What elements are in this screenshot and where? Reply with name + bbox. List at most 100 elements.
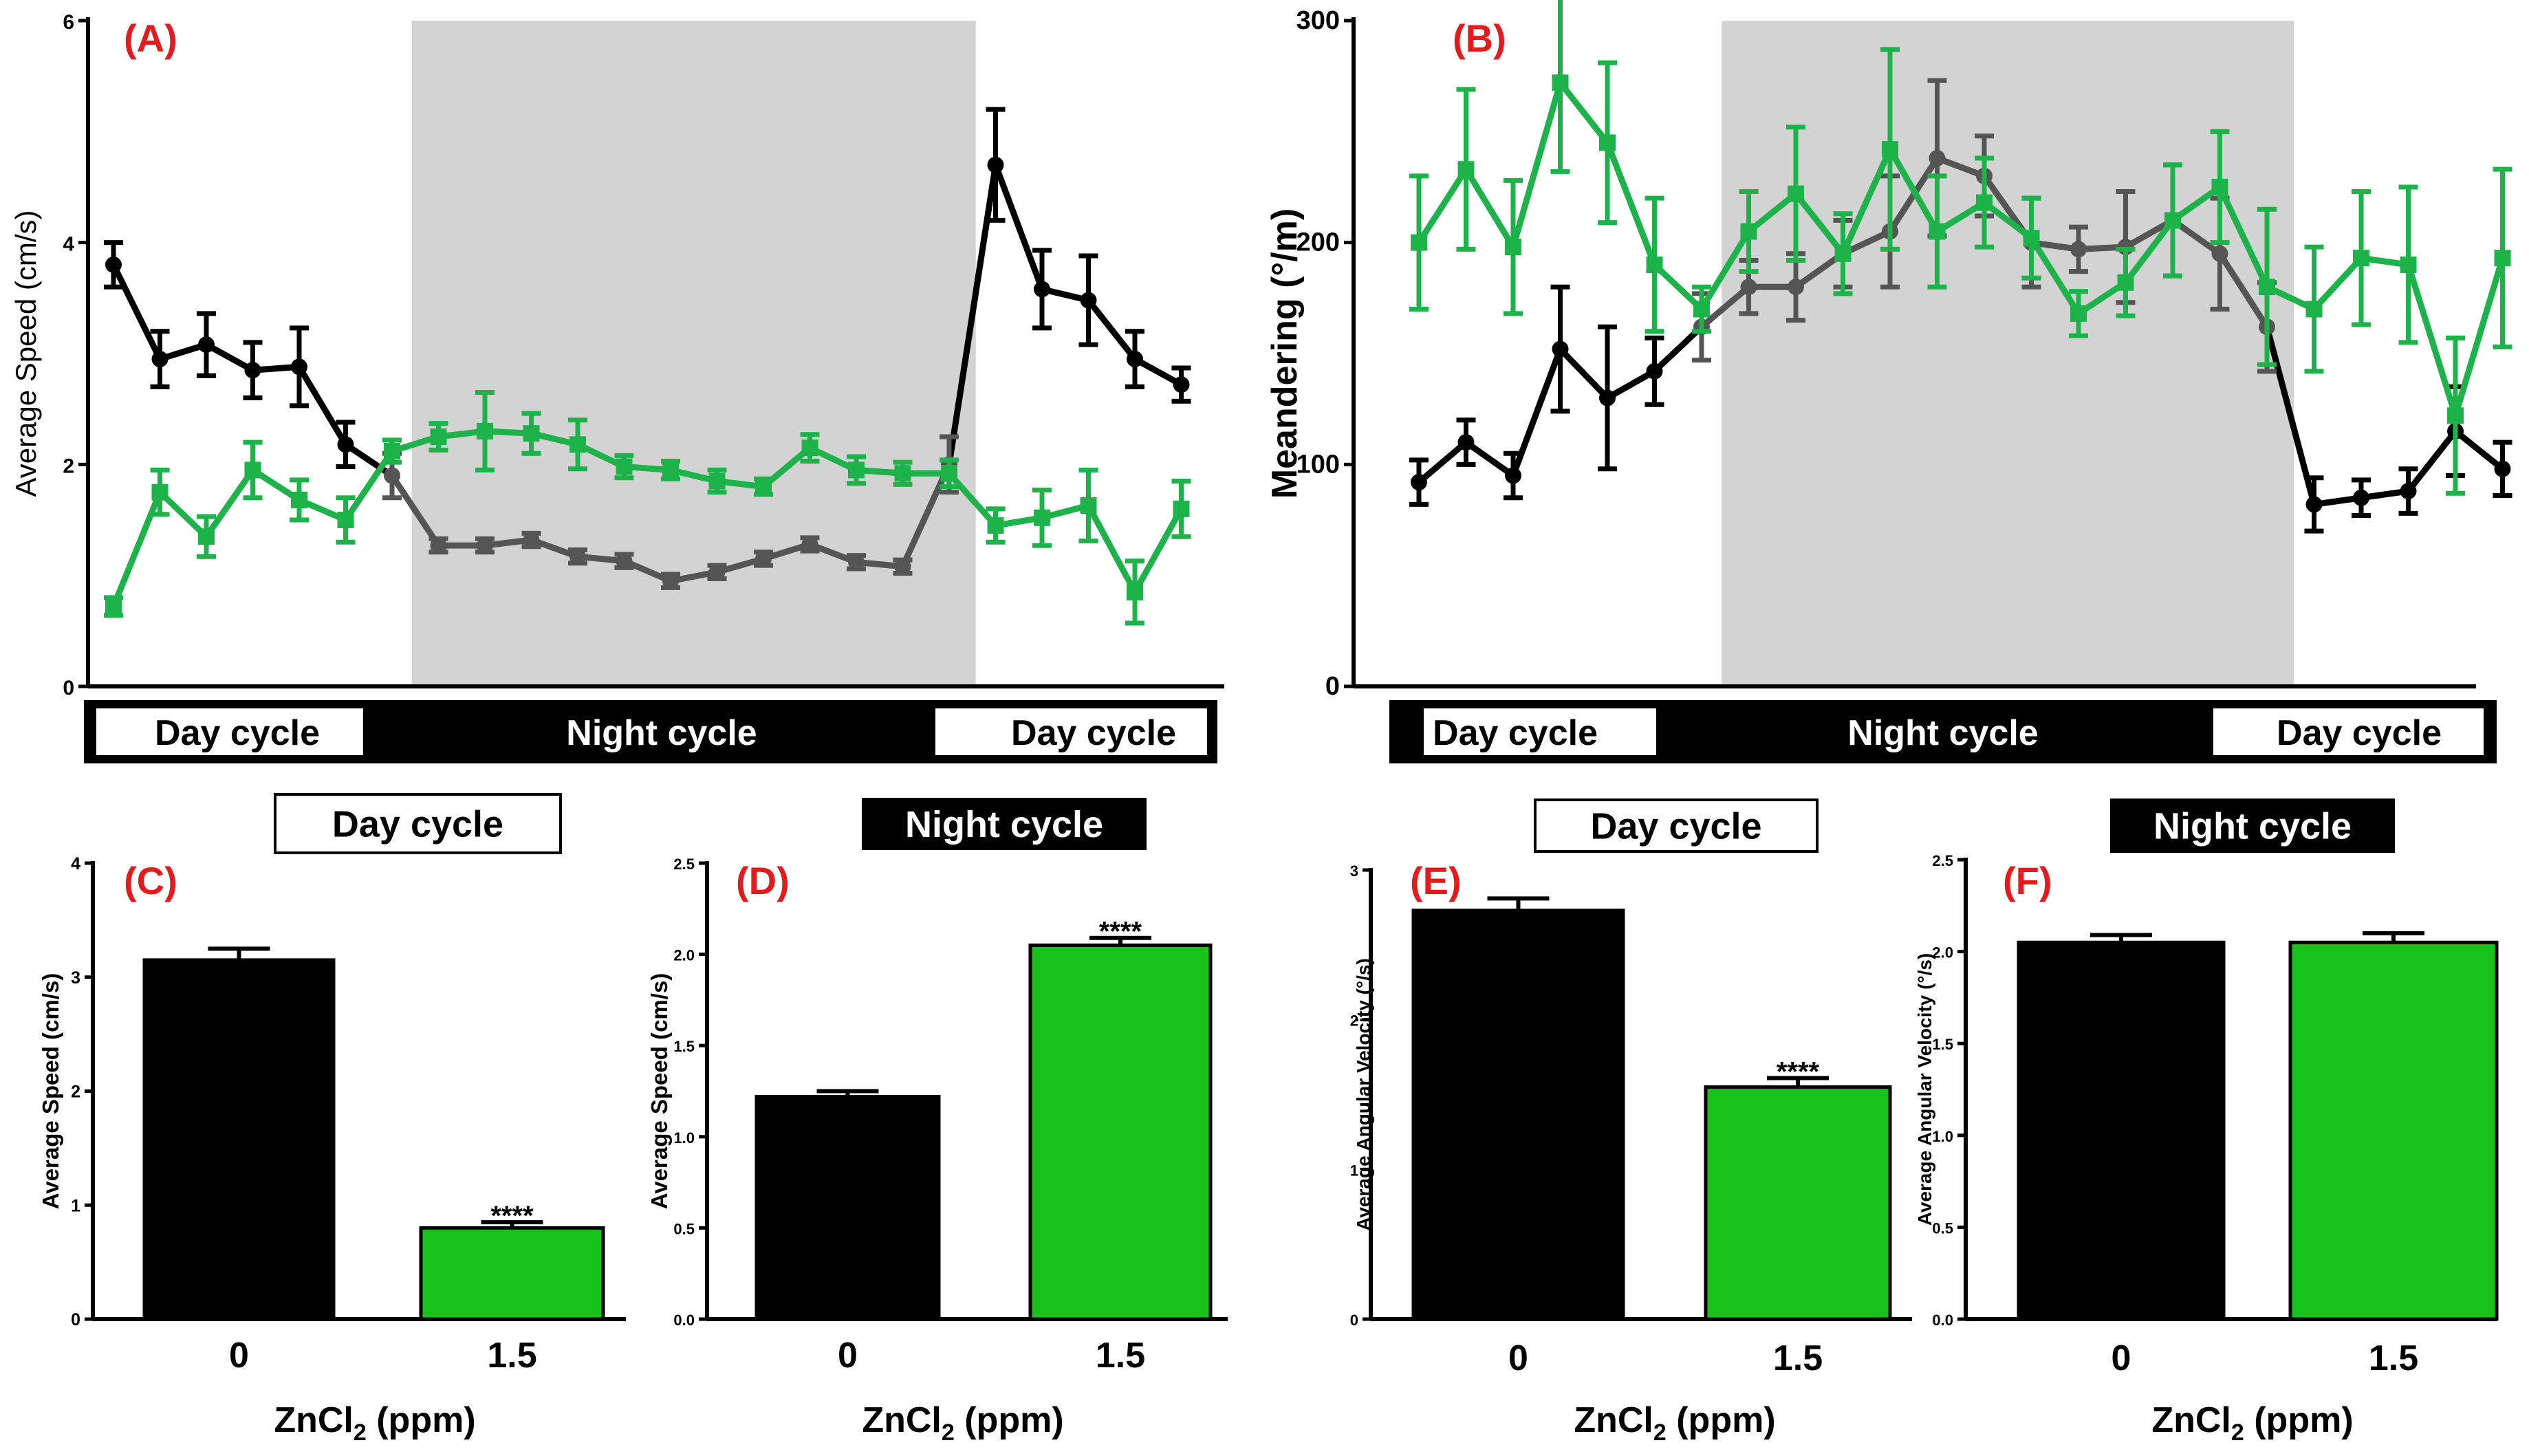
data-point	[2353, 489, 2369, 506]
y-tick-label: 200	[1296, 228, 1340, 257]
bar-control	[142, 958, 336, 1321]
series-line-segment	[2264, 323, 2317, 508]
series-line-segment	[1604, 139, 1658, 268]
data-point	[1788, 279, 1804, 296]
data-point	[801, 536, 818, 553]
condition-box-label: Day cycle	[332, 804, 503, 845]
data-point	[1173, 376, 1190, 393]
series-line-segment	[1085, 297, 1138, 362]
data-point	[2023, 230, 2040, 247]
data-point	[1127, 583, 1143, 600]
data-point	[198, 528, 215, 545]
condition-box	[1534, 798, 1819, 853]
panel-label: (A)	[124, 17, 177, 60]
data-point	[1034, 509, 1050, 526]
y-tick-label: 4	[63, 233, 74, 256]
y-tick-label: 2.0	[673, 947, 695, 964]
data-point	[523, 425, 540, 442]
bar-treated	[2288, 940, 2499, 1321]
data-point	[337, 436, 354, 453]
data-point	[2447, 407, 2464, 424]
data-point	[477, 422, 493, 439]
data-point	[1457, 434, 1475, 451]
bar-control	[755, 1094, 941, 1321]
y-axis-label: Average Angular Velocity (°/s)	[1914, 953, 1935, 1226]
series-line-segment	[1887, 146, 1940, 235]
data-point	[1411, 474, 1427, 491]
y-tick-label: 2.5	[673, 856, 695, 873]
data-point	[987, 517, 1004, 534]
data-point	[1173, 500, 1190, 517]
data-point	[2211, 179, 2228, 195]
y-tick-label: 300	[1296, 6, 1340, 35]
series-line-segment	[1557, 346, 1611, 402]
data-point	[801, 439, 818, 457]
series-line-segment	[1415, 166, 1469, 246]
data-point	[1882, 141, 1898, 158]
series-line-segment	[2452, 428, 2506, 472]
y-tick-label: 100	[1296, 450, 1340, 479]
y-tick-label: 0.5	[673, 1220, 695, 1237]
night-shade	[1722, 21, 2294, 686]
series-line-segment	[1934, 155, 1988, 180]
series-line-segment	[1792, 191, 1846, 257]
series-line-segment	[1698, 283, 1752, 330]
series-line-segment	[1698, 228, 1752, 312]
y-axis-label: Meandering (°/m)	[1265, 208, 1305, 499]
data-point	[569, 548, 586, 565]
series-line-segment	[992, 162, 1045, 292]
y-tick-label: 0	[1350, 1312, 1358, 1329]
x-tick-label: 0	[2112, 1338, 2131, 1378]
day-band-segment	[1424, 708, 1656, 755]
day-band-segment	[935, 708, 1207, 755]
data-point	[1834, 245, 1852, 262]
panel-b: 0 100 200 300 Meandering (°/m) (B) Day cycle Ni…	[1265, 0, 2512, 763]
y-axis-label: Average Angular Velocity (°/s)	[1353, 958, 1374, 1231]
series-line-segment	[946, 470, 999, 529]
panel-d: 0.0 0.5 1.0 1.5 2.0 2.5 Average Speed (cm/s) (D…	[647, 798, 1228, 1446]
data-point	[1034, 281, 1050, 298]
y-axis-label: Average Speed (cm/s)	[10, 210, 42, 497]
y-tick-label: 0	[63, 677, 74, 699]
data-point	[1411, 234, 1427, 251]
data-point	[384, 442, 400, 459]
day-band-segment	[2213, 708, 2484, 755]
x-tick-label: 1.5	[2369, 1338, 2418, 1378]
day-band-segment	[96, 708, 363, 755]
data-point	[1599, 389, 1616, 406]
y-tick-label: 1.5	[673, 1038, 695, 1055]
data-point	[1646, 256, 1663, 273]
y-tick-label: 0	[1325, 672, 1340, 701]
series-line-segment	[1131, 356, 1184, 388]
data-point	[1740, 223, 1757, 240]
condition-box	[2110, 798, 2395, 853]
bar-control	[2017, 940, 2226, 1321]
data-point	[1080, 497, 1097, 514]
data-point	[2494, 250, 2511, 267]
data-point	[1552, 340, 1569, 358]
y-tick-label: 1.5	[1932, 1036, 1953, 1053]
data-point	[2117, 274, 2134, 291]
data-point	[244, 362, 261, 379]
series-line-segment	[110, 261, 163, 362]
x-tick-label: 0	[1508, 1338, 1528, 1378]
series-line-segment	[389, 472, 442, 549]
data-point	[616, 458, 633, 475]
x-tick-label: 1.5	[487, 1336, 536, 1376]
series-line-segment	[343, 441, 395, 479]
series-line-segment	[1604, 368, 1658, 402]
data-point	[2305, 496, 2323, 513]
cycle-band-label: Day cycle	[155, 713, 320, 753]
series-line-segment	[2405, 428, 2459, 495]
data-point	[1505, 467, 1521, 484]
data-point	[1976, 194, 1993, 211]
panel-c: 0 1 2 3 4 Average Speed (cm/s) (C) Day cycle 0 **…	[38, 793, 626, 1446]
data-point	[2211, 245, 2228, 262]
y-axis-label: Average Speed (cm/s)	[38, 973, 63, 1210]
series-line-segment	[2452, 254, 2506, 419]
y-tick-label: 0.0	[673, 1312, 695, 1329]
data-point	[1693, 301, 1710, 318]
data-point	[569, 436, 586, 453]
data-point	[1080, 292, 1097, 309]
y-tick-label: 1.0	[1932, 1128, 1953, 1145]
